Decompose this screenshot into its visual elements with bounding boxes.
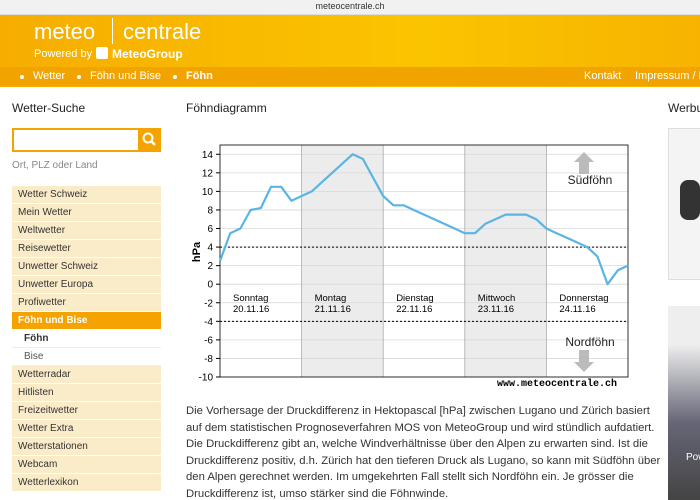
menu-item[interactable]: Unwetter Schweiz xyxy=(12,258,161,276)
logo-divider xyxy=(112,18,113,44)
url-bar[interactable]: meteocentrale.ch xyxy=(0,0,700,15)
date-label: 20.11.16 xyxy=(233,304,269,315)
series-line xyxy=(218,153,629,286)
y-tick-label: 14 xyxy=(202,150,214,161)
menu-item[interactable]: Wetterradar xyxy=(12,366,161,384)
powered-by: Powered by xyxy=(34,48,93,60)
nav-link[interactable]: Impressum / Nu xyxy=(635,70,700,82)
y-tick-label: 2 xyxy=(207,261,213,272)
nav-link[interactable]: Föhn und Bise xyxy=(90,70,161,82)
menu-item[interactable]: Weltwetter xyxy=(12,222,161,240)
brand: MeteoGroup xyxy=(112,47,183,61)
arrow-up xyxy=(574,152,594,174)
day-shade xyxy=(301,145,384,377)
logo-left[interactable]: meteo xyxy=(34,19,96,44)
menu-item[interactable]: Reisewetter xyxy=(12,240,161,258)
search-button[interactable] xyxy=(138,128,161,152)
annotation-lower: Nordföhn xyxy=(565,335,614,349)
y-tick-label: 10 xyxy=(202,187,214,198)
nav-bullet xyxy=(173,75,177,79)
ad-image xyxy=(680,180,700,220)
menu-item[interactable]: Mein Wetter xyxy=(12,204,161,222)
ad-title: Werbu xyxy=(668,101,700,115)
menu-item[interactable]: Freizeitwetter xyxy=(12,402,161,420)
y-axis-label: hPa xyxy=(191,241,203,262)
day-label: Montag xyxy=(315,293,347,304)
annotation-upper: Südföhn xyxy=(568,173,613,187)
nav-bar xyxy=(0,67,700,86)
submenu-item[interactable]: Bise xyxy=(12,348,161,366)
menu-item[interactable]: Unwetter Europa xyxy=(12,276,161,294)
day-shade xyxy=(464,145,547,377)
submenu-item[interactable]: Föhn xyxy=(12,330,161,348)
description: Die Vorhersage der Druckdifferenz in Hek… xyxy=(186,405,661,500)
menu-item[interactable]: Wetterlexikon xyxy=(12,474,161,492)
menu-item[interactable]: Webcam xyxy=(12,456,161,474)
main-title: Föhndiagramm xyxy=(186,101,267,115)
menu: Wetter Schweiz Mein Wetter Weltwetter Reise… xyxy=(12,186,161,492)
ad-box-2[interactable] xyxy=(668,306,700,500)
y-tick-label: -6 xyxy=(204,335,213,346)
y-tick-label: 0 xyxy=(207,280,213,291)
menu-item[interactable]: Wetter Schweiz xyxy=(12,186,161,204)
watermark: www.meteocentrale.ch xyxy=(497,378,617,390)
menu-item[interactable]: Profiwetter xyxy=(12,294,161,312)
date-label: 24.11.16 xyxy=(559,304,595,315)
arrow-down xyxy=(574,350,594,372)
day-label: Dienstag xyxy=(396,293,434,304)
search-input[interactable] xyxy=(12,128,140,152)
ad-caption: Pow xyxy=(686,452,700,463)
menu-item[interactable]: Föhn und Bise xyxy=(12,312,161,330)
day-label: Donnerstag xyxy=(559,293,608,304)
y-tick-label: -4 xyxy=(204,317,213,328)
search-icon xyxy=(142,132,156,146)
nav-link[interactable]: Wetter xyxy=(33,70,66,82)
nav-bullet xyxy=(20,75,24,79)
date-label: 23.11.16 xyxy=(478,304,514,315)
y-tick-label: -2 xyxy=(204,298,213,309)
y-tick-label: 12 xyxy=(202,168,214,179)
search-hint: Ort, PLZ oder Land xyxy=(12,160,98,171)
menu-item[interactable]: Wetterstationen xyxy=(12,438,161,456)
nav-link[interactable]: Föhn xyxy=(186,70,213,82)
y-tick-label: 6 xyxy=(207,224,213,235)
menu-item[interactable]: Wetter Extra xyxy=(12,420,161,438)
menu-item[interactable]: Hitlisten xyxy=(12,384,161,402)
sidebar-title: Wetter-Suche xyxy=(12,101,86,115)
date-label: 21.11.16 xyxy=(315,304,351,315)
day-label: Mittwoch xyxy=(478,293,515,304)
y-tick-label: -10 xyxy=(199,373,214,384)
y-tick-label: 4 xyxy=(207,243,213,254)
y-tick-label: 8 xyxy=(207,205,213,216)
logo-right[interactable]: centrale xyxy=(123,19,202,44)
url: meteocentrale.ch xyxy=(315,1,385,11)
y-tick-label: -8 xyxy=(204,354,213,365)
brand-icon xyxy=(96,47,108,59)
day-label: Sonntag xyxy=(233,293,268,304)
nav-bullet xyxy=(77,75,81,79)
nav-link[interactable]: Kontakt xyxy=(584,70,622,82)
date-label: 22.11.16 xyxy=(396,304,432,315)
